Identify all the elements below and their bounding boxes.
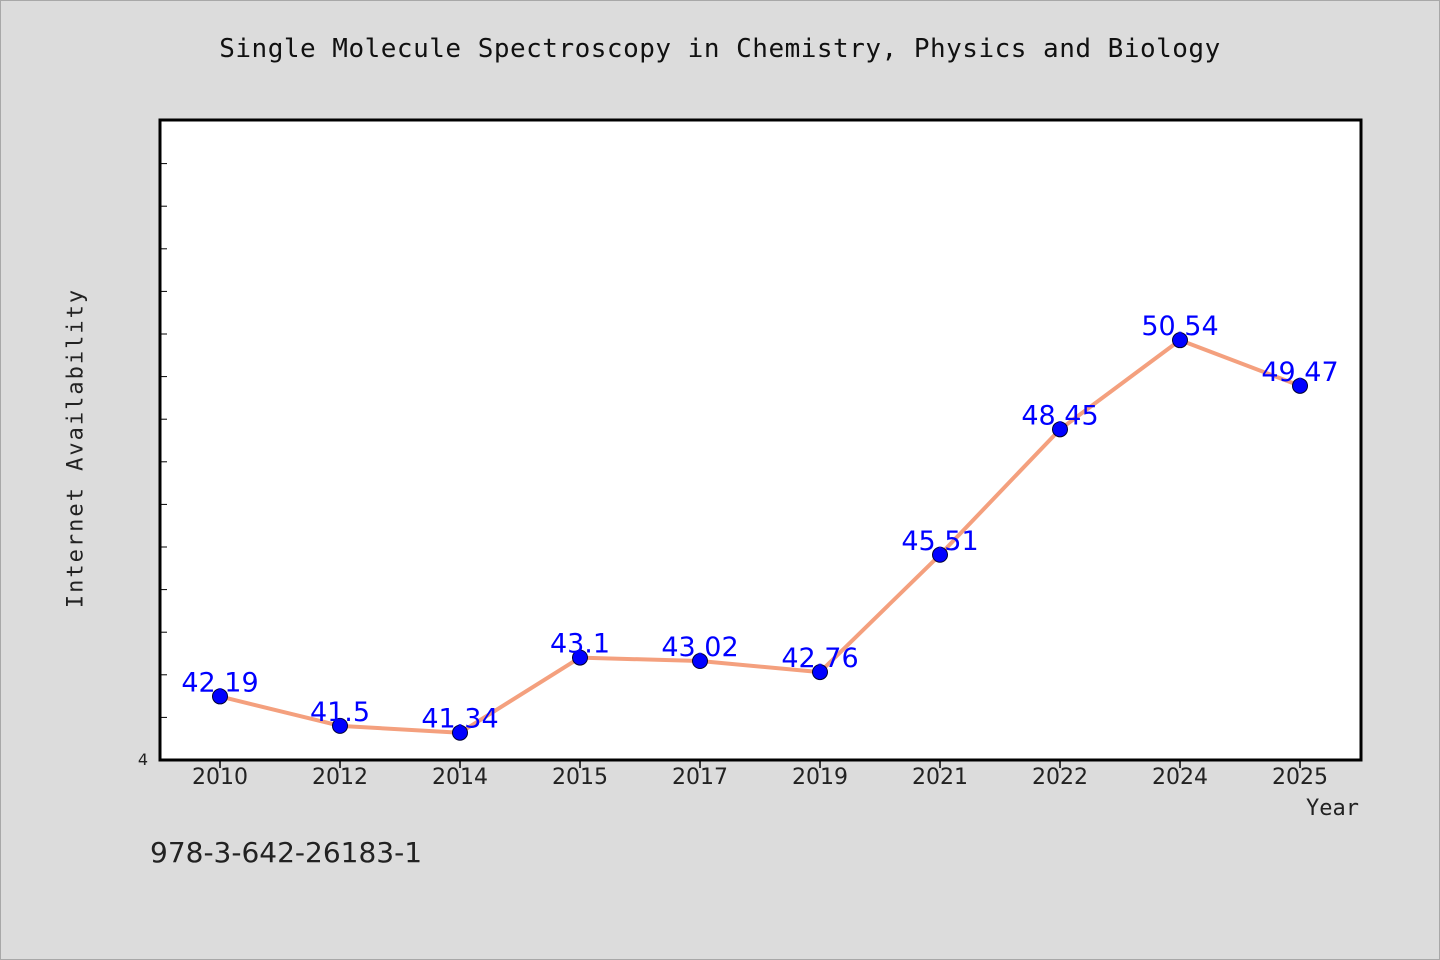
data-label: 43.02: [661, 632, 738, 663]
data-point: [1172, 332, 1188, 349]
data-point: [452, 724, 468, 741]
data-label: 42.76: [781, 643, 858, 674]
x-tick-label: 2021: [912, 765, 968, 790]
x-tick-label: 2025: [1272, 765, 1328, 790]
y-tick-label: 4: [138, 750, 148, 769]
chart-title: Single Molecule Spectroscopy in Chemistr…: [219, 34, 1221, 64]
x-tick-label: 2024: [1152, 765, 1208, 790]
data-label: 48.45: [1021, 400, 1098, 431]
x-tick-label: 2014: [432, 765, 488, 790]
x-tick-label: 2012: [312, 765, 368, 790]
x-axis-label: Year: [1306, 796, 1359, 821]
data-label: 41.5: [310, 697, 370, 728]
data-point: [332, 717, 348, 734]
data-point: [812, 664, 828, 681]
data-label: 49.47: [1261, 357, 1338, 388]
x-tick-label: 2022: [1032, 765, 1088, 790]
plot-area: [158, 118, 1363, 762]
x-tick-label: 2010: [192, 765, 248, 790]
x-tick-label: 2017: [672, 765, 728, 790]
x-tick-label: 2015: [552, 765, 608, 790]
x-tick-label: 2019: [792, 765, 848, 790]
data-point: [932, 546, 948, 563]
data-label: 45.51: [901, 526, 978, 557]
data-label: 41.34: [421, 704, 498, 735]
data-point: [1052, 421, 1068, 438]
isbn-text: 978-3-642-26183-1: [150, 836, 423, 869]
data-point: [212, 688, 228, 705]
data-point: [1292, 377, 1308, 394]
data-point: [692, 653, 708, 670]
data-point: [572, 649, 588, 666]
data-label: 50.54: [1141, 311, 1218, 342]
data-label: 43.1: [550, 629, 610, 660]
data-label: 42.19: [181, 667, 258, 698]
series-line: [219, 338, 1301, 735]
